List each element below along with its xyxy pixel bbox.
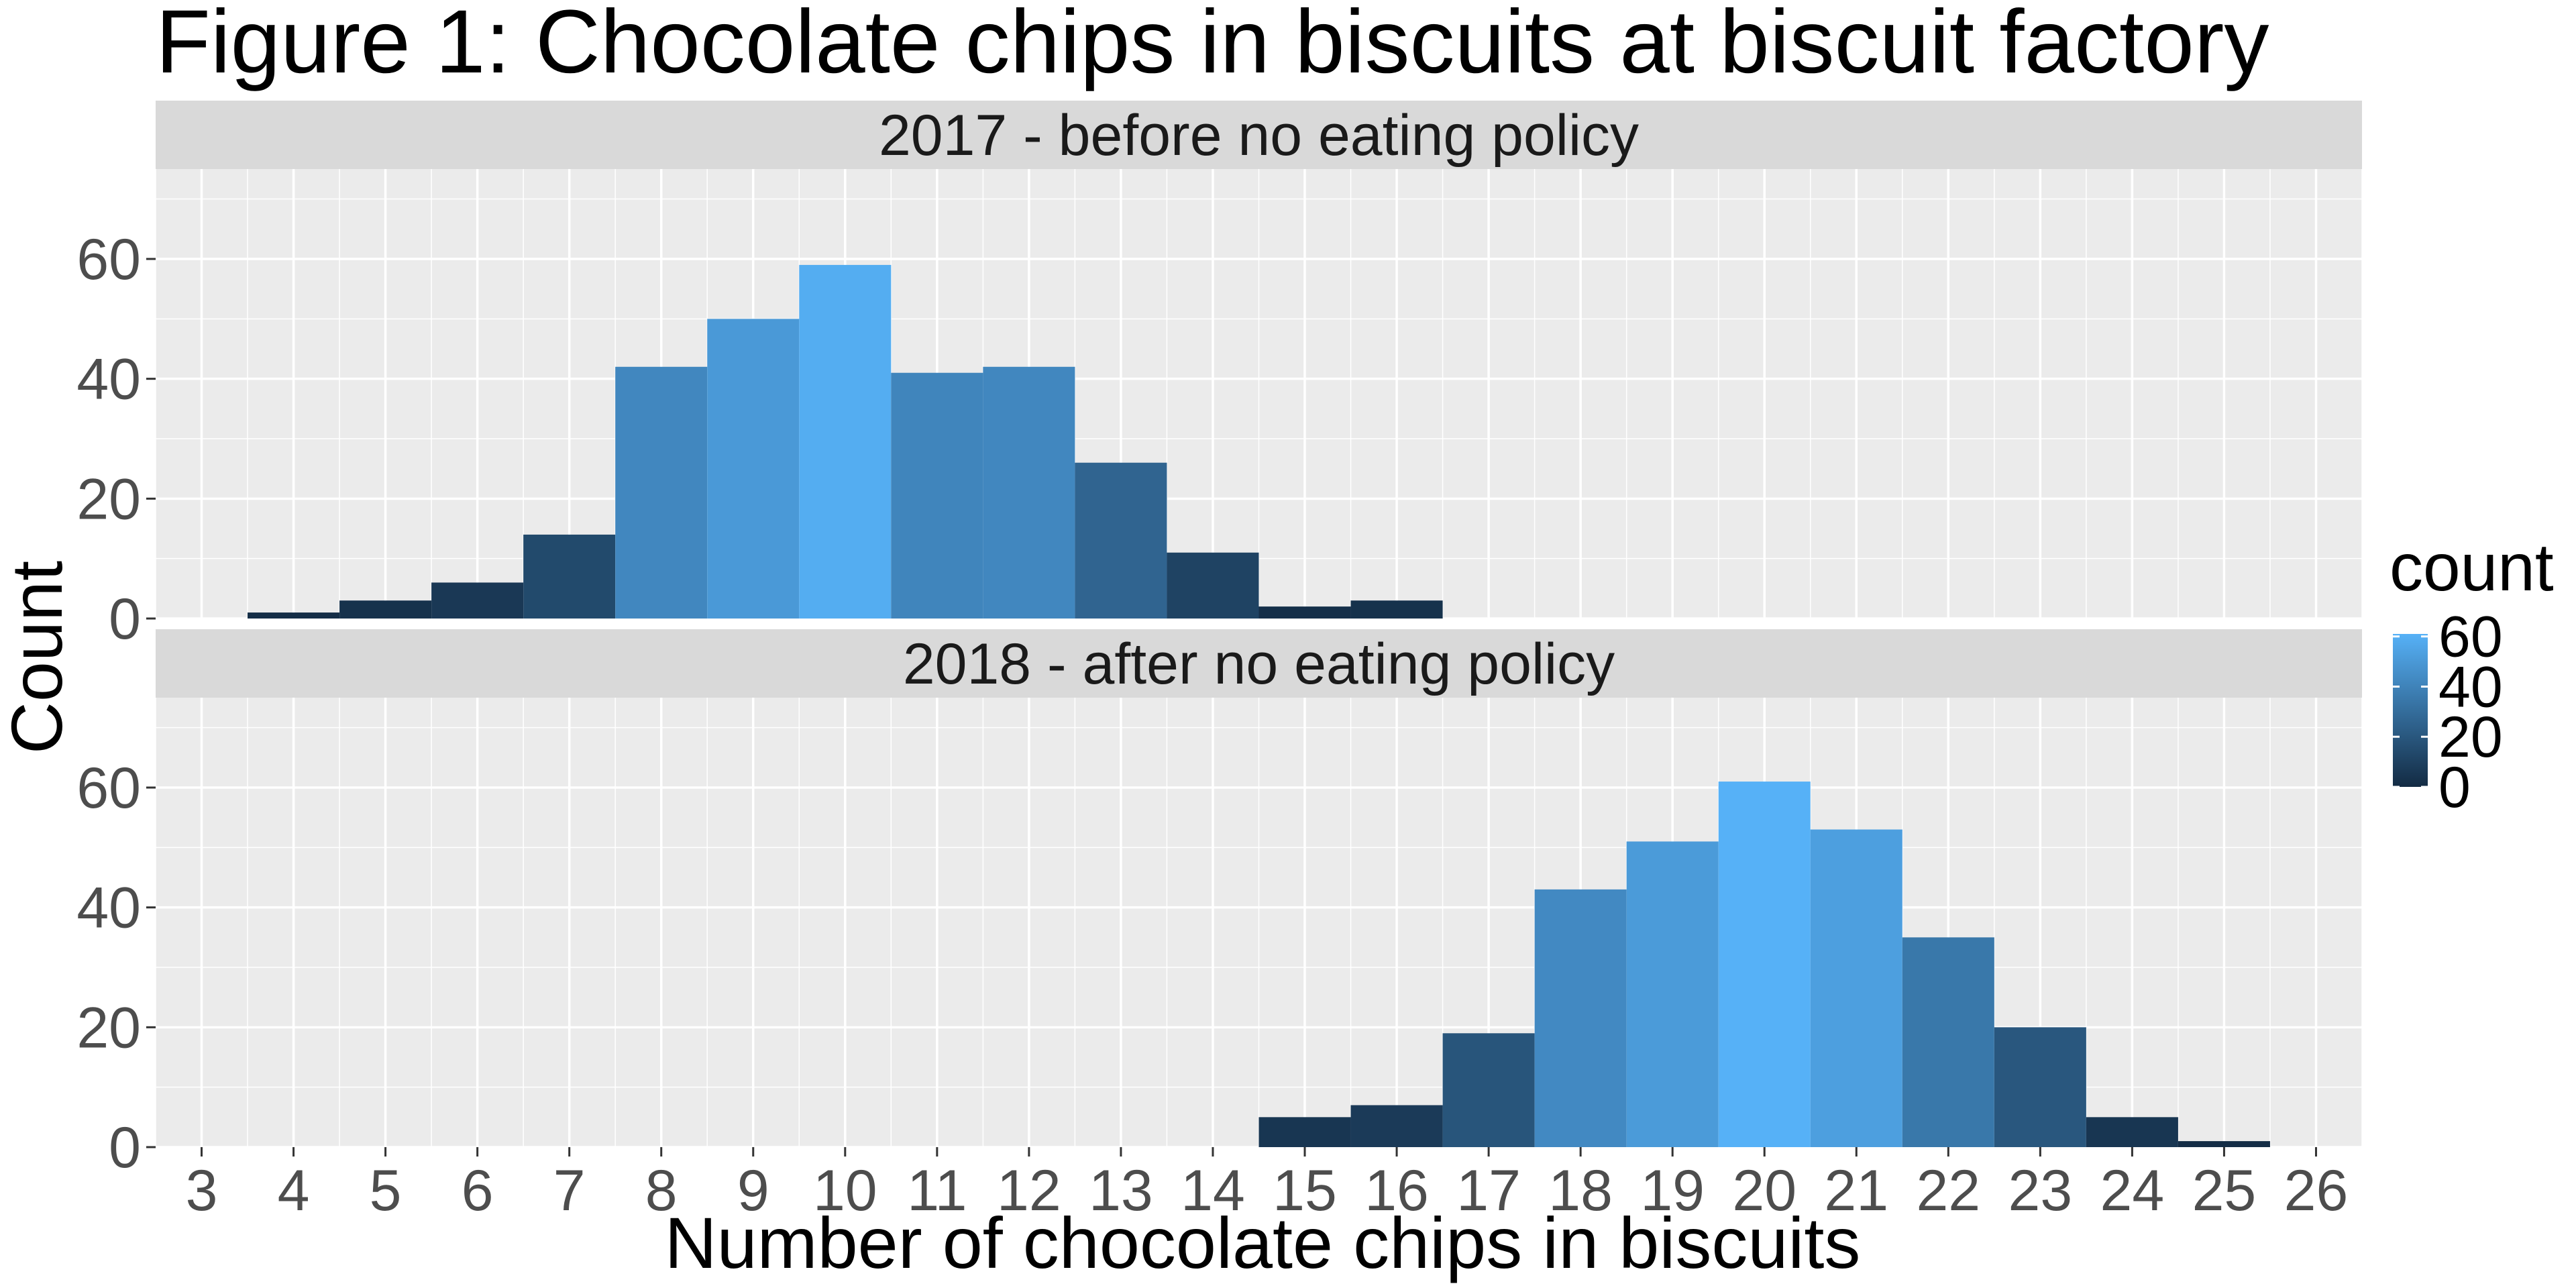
facet-strip-label: 2018 - after no eating policy <box>903 632 1615 696</box>
y-tick-label: 60 <box>76 756 141 820</box>
x-tick-label: 3 <box>186 1159 218 1223</box>
x-tick-label: 5 <box>370 1159 402 1223</box>
histogram-bar <box>1258 606 1351 619</box>
x-tick-label: 14 <box>1181 1159 1245 1223</box>
legend-title: count <box>2390 530 2554 605</box>
histogram-bar <box>1810 829 1902 1147</box>
facet-panel-2: 2018 - after no eating policy 0 20 40 60 3 4 5 6… <box>76 629 2363 1223</box>
histogram-bar <box>2178 1141 2270 1147</box>
histogram-bar <box>799 264 892 619</box>
histogram-bar <box>1350 600 1443 619</box>
x-axis-title: Number of chocolate chips in biscuits <box>665 1202 1861 1283</box>
x-tick-label: 11 <box>907 1159 967 1223</box>
histogram-bar <box>983 366 1075 619</box>
histogram-bar <box>1350 1105 1443 1147</box>
chart-title: Figure 1: Chocolate chips in biscuits at… <box>156 0 2269 92</box>
legend-tick-label: 60 <box>2438 605 2503 669</box>
x-tick-label: 17 <box>1456 1159 1521 1223</box>
histogram-bar <box>615 366 708 619</box>
x-tick-label: 13 <box>1089 1159 1153 1223</box>
y-tick-label: 0 <box>109 1116 141 1180</box>
facet-strip-label: 2017 - before no eating policy <box>879 103 1639 168</box>
facet-strip <box>156 101 2362 169</box>
x-tick-label: 6 <box>462 1159 494 1223</box>
facet-panel-1: 2017 - before no eating policy 0 20 40 60 <box>76 101 2363 651</box>
x-tick-label: 20 <box>1732 1159 1796 1223</box>
x-tick-label: 26 <box>2284 1159 2349 1223</box>
histogram-bar <box>891 372 983 619</box>
x-tick-label: 23 <box>2008 1159 2073 1223</box>
x-tick-label: 25 <box>2192 1159 2257 1223</box>
x-tick-label: 7 <box>553 1159 586 1223</box>
y-tick-label: 40 <box>76 347 141 412</box>
y-tick-label: 40 <box>76 876 141 941</box>
histogram-bar <box>523 534 616 619</box>
histogram-bar <box>339 600 432 619</box>
histogram-bar <box>1442 1033 1535 1147</box>
x-tick-label: 21 <box>1824 1159 1888 1223</box>
x-tick-label: 18 <box>1548 1159 1613 1223</box>
x-tick-label: 15 <box>1273 1159 1337 1223</box>
legend-colorbar <box>2393 634 2428 787</box>
histogram-bar <box>1994 1027 2086 1147</box>
y-tick-label: 20 <box>76 996 141 1060</box>
histogram-bar <box>1534 889 1627 1147</box>
x-tick-label: 19 <box>1640 1159 1705 1223</box>
x-tick-label: 12 <box>997 1159 1061 1223</box>
y-tick-label: 60 <box>76 227 141 292</box>
histogram-bar <box>1626 841 1719 1147</box>
x-tick-label: 22 <box>1916 1159 1980 1223</box>
histogram-bar <box>2086 1117 2178 1147</box>
histogram-bar <box>1258 1117 1351 1147</box>
x-tick-label: 10 <box>813 1159 877 1223</box>
histogram-bar <box>1075 462 1167 619</box>
x-tick-label: 24 <box>2100 1159 2165 1223</box>
x-tick-label: 8 <box>645 1159 678 1223</box>
legend-tick-label: 20 <box>2438 705 2503 769</box>
panels-group: 2017 - before no eating policy0204060201… <box>76 101 2363 1223</box>
y-tick-label: 0 <box>109 587 141 651</box>
histogram-bar <box>1902 937 1994 1147</box>
x-tick-label: 4 <box>278 1159 310 1223</box>
legend-tick-label: 0 <box>2438 755 2471 820</box>
histogram-bar <box>1167 552 1259 619</box>
histogram-bar <box>1718 782 1811 1147</box>
histogram-bar <box>248 612 340 619</box>
x-tick-label: 9 <box>737 1159 769 1223</box>
facet-strip <box>156 629 2362 698</box>
legend-tick-label: 40 <box>2438 655 2503 719</box>
histogram-bar <box>707 319 800 619</box>
x-tick-label: 16 <box>1364 1159 1429 1223</box>
y-tick-label: 20 <box>76 467 141 531</box>
y-axis-title: Count <box>0 561 77 754</box>
histogram-bar <box>431 582 524 619</box>
